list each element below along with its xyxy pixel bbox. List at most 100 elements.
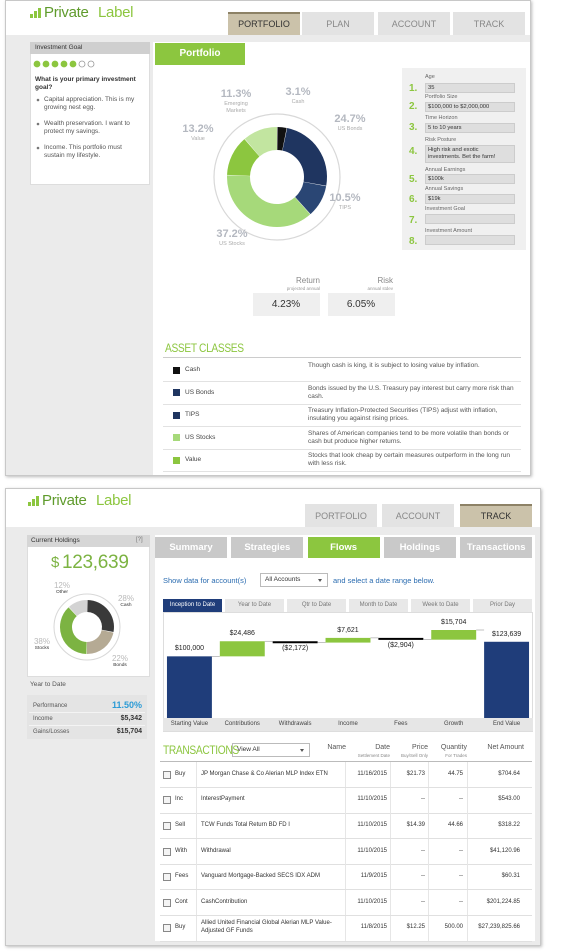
asset-description: Bonds issued by the U.S. Treasury pay in… bbox=[308, 384, 514, 400]
subtab-label[interactable]: Holdings bbox=[399, 542, 441, 553]
dropdown-value[interactable]: All Accounts bbox=[265, 576, 301, 583]
date-range-button[interactable] bbox=[349, 599, 408, 612]
asset-name: Value bbox=[185, 456, 202, 463]
date-range-button[interactable] bbox=[411, 599, 470, 612]
field-value[interactable]: 35 bbox=[428, 84, 435, 91]
tab[interactable] bbox=[453, 12, 525, 35]
holdings-total: 123,639 bbox=[62, 552, 129, 573]
transaction-cell: $543.00 bbox=[498, 796, 520, 803]
slice-name-label: US Stocks bbox=[219, 241, 245, 247]
row-divider bbox=[163, 426, 521, 427]
row-divider bbox=[160, 838, 532, 840]
stat-value: 4.23% bbox=[271, 299, 301, 310]
tab[interactable] bbox=[382, 504, 454, 527]
field-box[interactable] bbox=[425, 83, 515, 93]
date-range-button[interactable] bbox=[473, 599, 532, 612]
field-value[interactable]: 5 to 10 years bbox=[428, 124, 462, 131]
transaction-cell: $201,224.85 bbox=[486, 898, 520, 905]
tab-label[interactable]: PLAN bbox=[326, 19, 350, 29]
field-value[interactable]: High risk and exotic investments. Bet th… bbox=[428, 146, 496, 160]
goal-option[interactable]: Capital appreciation. This is my growing… bbox=[44, 96, 135, 112]
column-divider bbox=[467, 787, 468, 813]
column-divider bbox=[428, 915, 429, 941]
field-value[interactable]: $100k bbox=[428, 175, 444, 182]
step-number: 8. bbox=[409, 236, 418, 247]
field-box[interactable] bbox=[425, 102, 515, 112]
column-header: Price bbox=[412, 744, 428, 751]
subtab-label[interactable]: Flows bbox=[330, 542, 358, 553]
date-range-button[interactable] bbox=[163, 599, 222, 612]
row-divider bbox=[163, 448, 521, 450]
field-box[interactable] bbox=[425, 145, 515, 163]
slice-name-label: Stocks bbox=[34, 646, 50, 651]
subtab-label[interactable]: Summary bbox=[169, 542, 213, 553]
tab-label[interactable]: TRACK bbox=[473, 19, 505, 29]
subtab[interactable] bbox=[155, 537, 227, 558]
slice-name-label: TIPS bbox=[338, 205, 352, 211]
field-box[interactable] bbox=[425, 123, 515, 133]
field-box[interactable] bbox=[425, 214, 515, 224]
stat-label: Return bbox=[295, 276, 320, 285]
subtab-label[interactable]: Strategies bbox=[244, 542, 291, 553]
tab-label[interactable]: PORTFOLIO bbox=[315, 511, 367, 521]
help-icon[interactable]: [?] bbox=[136, 537, 143, 543]
ytd-box bbox=[27, 695, 147, 739]
subtab[interactable] bbox=[460, 537, 533, 558]
column-divider bbox=[390, 838, 391, 864]
date-range-label[interactable]: Month to Date bbox=[359, 602, 398, 608]
field-box[interactable] bbox=[425, 174, 515, 184]
account-dropdown[interactable] bbox=[260, 573, 328, 587]
field-value[interactable]: $19k bbox=[428, 195, 441, 202]
field-value[interactable]: $100,000 to $2,000,000 bbox=[428, 103, 490, 110]
column-divider bbox=[345, 787, 346, 813]
subtab[interactable] bbox=[307, 537, 380, 558]
date-range-label[interactable]: Week to Date bbox=[422, 602, 459, 608]
subtab-label[interactable]: Transactions bbox=[466, 542, 526, 553]
subtab[interactable] bbox=[231, 537, 304, 558]
goal-option[interactable]: Wealth preservation. I want to protect m… bbox=[44, 120, 130, 136]
tab-label[interactable]: ACCOUNT bbox=[395, 511, 441, 521]
date-range-button[interactable] bbox=[225, 599, 284, 612]
tab[interactable] bbox=[305, 504, 377, 527]
tab-label[interactable]: ACCOUNT bbox=[391, 19, 437, 29]
transaction-cell: 11/10/2015 bbox=[357, 822, 387, 828]
column-header: Net Amount bbox=[487, 744, 524, 751]
transaction-name: JP Morgan Chase & Co Alerian MLP Index E… bbox=[201, 770, 328, 777]
transaction-cell: -- bbox=[459, 796, 463, 803]
tab-label[interactable]: TRACK bbox=[480, 511, 512, 521]
date-range-label[interactable]: Year to Date bbox=[237, 602, 272, 608]
tab[interactable] bbox=[460, 504, 532, 527]
field-box[interactable] bbox=[425, 194, 515, 204]
view-dropdown[interactable] bbox=[232, 743, 310, 757]
logo-icon bbox=[30, 14, 33, 18]
column-divider bbox=[390, 864, 391, 890]
field-box[interactable] bbox=[425, 235, 515, 245]
color-swatch bbox=[173, 411, 180, 419]
filter-text: and select a date range below. bbox=[333, 576, 435, 585]
date-range-label[interactable]: Inception to Date bbox=[169, 602, 216, 608]
ytd-value: $15,704 bbox=[116, 728, 142, 735]
field-label: Time Horizon bbox=[425, 115, 458, 121]
step-number: 4. bbox=[409, 146, 418, 157]
transaction-cell: 44.66 bbox=[447, 822, 463, 828]
transaction-cell: -- bbox=[459, 873, 463, 880]
tab[interactable] bbox=[302, 12, 374, 35]
tab[interactable] bbox=[378, 12, 450, 35]
date-range-button[interactable] bbox=[287, 599, 346, 612]
field-label: Annual Earnings bbox=[425, 167, 466, 173]
column-divider bbox=[467, 762, 468, 787]
date-range-label[interactable]: Prior Day bbox=[489, 602, 515, 608]
column-divider bbox=[196, 762, 197, 787]
date-range-label[interactable]: Qtr to Date bbox=[301, 602, 332, 608]
column-divider bbox=[345, 762, 346, 787]
tab[interactable] bbox=[228, 12, 300, 35]
transaction-name: Withdrawal bbox=[201, 847, 231, 854]
field-label: Risk Posture bbox=[425, 137, 457, 143]
subtab[interactable] bbox=[383, 537, 456, 558]
column-subheader: Buy/Sell Only bbox=[400, 753, 428, 758]
type-icon bbox=[163, 924, 171, 933]
dropdown-value[interactable]: View All bbox=[237, 746, 260, 753]
goal-option[interactable]: Income. This portfolio must sustain my l… bbox=[44, 144, 122, 160]
slice-name-label: Cash bbox=[120, 603, 132, 608]
tab-label[interactable]: PORTFOLIO bbox=[238, 19, 290, 29]
